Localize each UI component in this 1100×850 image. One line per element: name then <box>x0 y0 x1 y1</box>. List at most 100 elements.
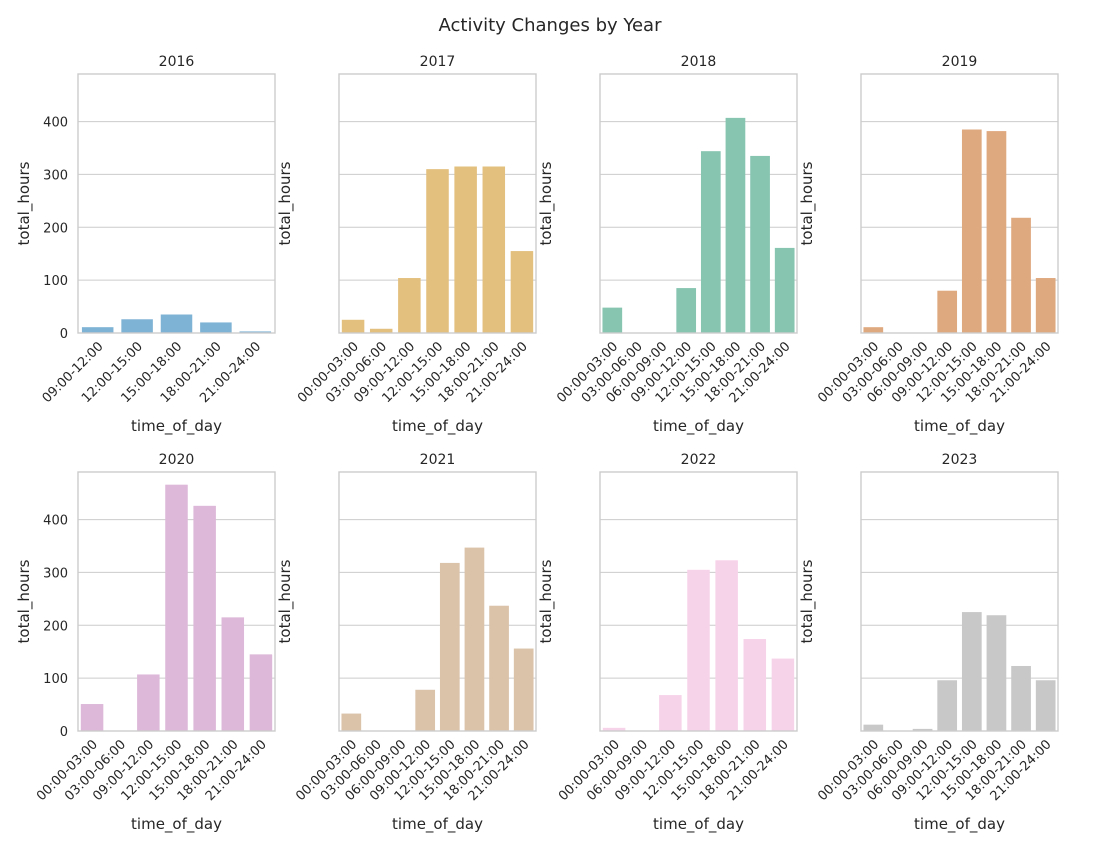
bar-15:00-18:00 <box>160 314 193 333</box>
axes-frame <box>860 73 1059 334</box>
bar-00:00-03:00 <box>341 319 365 333</box>
bar-15:00-18:00 <box>464 547 485 731</box>
axes-frame <box>77 73 276 334</box>
bar-18:00-21:00 <box>1011 217 1031 333</box>
x-axis-label: time_of_day <box>131 417 222 436</box>
bar-12:00-15:00 <box>121 319 153 333</box>
y-tick-label: 100 <box>43 274 68 289</box>
bar-09:00-12:00 <box>398 278 421 333</box>
bar-12:00-15:00 <box>961 612 982 731</box>
figure-title: Activity Changes by Year <box>439 15 663 36</box>
y-tick-label: 200 <box>43 619 68 634</box>
bar-18:00-21:00 <box>1011 665 1031 731</box>
y-axis-label: total_hours <box>537 559 556 643</box>
y-tick-label: 0 <box>60 327 68 342</box>
bar-18:00-21:00 <box>482 166 506 333</box>
subplot-title: 2023 <box>942 452 978 468</box>
bar-12:00-15:00 <box>426 169 449 333</box>
subplot-title: 2021 <box>420 452 456 468</box>
y-axis-label: total_hours <box>798 559 817 643</box>
bar-12:00-15:00 <box>700 151 721 333</box>
bar-21:00-24:00 <box>771 658 795 731</box>
y-axis-label: total_hours <box>276 161 295 245</box>
x-axis-label: time_of_day <box>653 417 744 436</box>
bar-21:00-24:00 <box>1035 680 1056 731</box>
y-tick-label: 400 <box>43 514 68 529</box>
bar-21:00-24:00 <box>239 331 272 333</box>
subplot-title: 2019 <box>942 54 978 70</box>
axes-frame <box>599 471 798 732</box>
bar-00:00-03:00 <box>863 724 884 731</box>
bar-00:00-03:00 <box>602 307 623 333</box>
bar-09:00-12:00 <box>415 689 436 731</box>
axes-frame <box>599 73 798 334</box>
subplot-title: 2020 <box>159 452 195 468</box>
bar-18:00-21:00 <box>750 155 770 333</box>
subplot-2021: 2021total_hours00:00-03:0003:00-06:0006:… <box>276 452 537 834</box>
subplot-2016: 20160100200300400total_hours09:00-12:001… <box>15 54 276 436</box>
subplot-2018: 2018total_hours00:00-03:0003:00-06:0006:… <box>537 54 798 436</box>
x-axis-label: time_of_day <box>392 815 483 834</box>
y-tick-label: 400 <box>43 116 68 131</box>
bar-00:00-03:00 <box>80 704 104 731</box>
bar-09:00-12:00 <box>937 680 958 731</box>
bar-09:00-12:00 <box>81 327 114 333</box>
axes-frame <box>338 73 537 334</box>
bar-12:00-15:00 <box>165 484 188 731</box>
bar-15:00-18:00 <box>986 615 1007 731</box>
y-axis-label: total_hours <box>798 161 817 245</box>
y-tick-label: 200 <box>43 221 68 236</box>
bar-15:00-18:00 <box>454 166 477 333</box>
bar-03:00-06:00 <box>369 328 393 333</box>
bar-00:00-03:00 <box>602 727 626 731</box>
x-axis-label: time_of_day <box>131 815 222 834</box>
subplot-grid: 20160100200300400total_hours09:00-12:001… <box>15 54 1059 834</box>
x-axis-label: time_of_day <box>653 815 744 834</box>
subplot-title: 2016 <box>159 54 195 70</box>
bar-15:00-18:00 <box>725 117 746 333</box>
subplot-2022: 2022total_hours00:00-03:0006:00-09:0009:… <box>537 452 798 834</box>
subplot-title: 2018 <box>681 54 717 70</box>
bar-15:00-18:00 <box>715 560 738 731</box>
y-tick-label: 0 <box>60 725 68 740</box>
bar-06:00-09:00 <box>912 728 933 731</box>
subplot-2023: 2023total_hours00:00-03:0003:00-06:0006:… <box>798 452 1059 834</box>
x-axis-label: time_of_day <box>914 815 1005 834</box>
bar-12:00-15:00 <box>961 129 982 333</box>
bar-12:00-15:00 <box>687 569 710 731</box>
y-tick-label: 300 <box>43 168 68 183</box>
bar-21:00-24:00 <box>1035 278 1056 333</box>
x-axis-label: time_of_day <box>914 417 1005 436</box>
bar-09:00-12:00 <box>937 290 958 333</box>
y-tick-label: 100 <box>43 672 68 687</box>
subplot-2020: 20200100200300400total_hours00:00-03:000… <box>15 452 276 834</box>
subplot-title: 2017 <box>420 54 456 70</box>
y-axis-label: total_hours <box>15 559 34 643</box>
bar-00:00-03:00 <box>341 713 362 731</box>
bar-15:00-18:00 <box>986 131 1007 333</box>
y-tick-label: 300 <box>43 566 68 581</box>
y-axis-label: total_hours <box>15 161 34 245</box>
bar-21:00-24:00 <box>510 251 534 333</box>
axes-frame <box>860 471 1059 732</box>
bar-09:00-12:00 <box>137 674 160 731</box>
bar-09:00-12:00 <box>676 288 697 333</box>
bar-18:00-21:00 <box>221 617 245 731</box>
bar-18:00-21:00 <box>200 322 232 333</box>
y-axis-label: total_hours <box>537 161 556 245</box>
subplot-2019: 2019total_hours00:00-03:0003:00-06:0006:… <box>798 54 1059 436</box>
bar-21:00-24:00 <box>249 654 273 731</box>
bar-21:00-24:00 <box>513 648 534 731</box>
x-axis-label: time_of_day <box>392 417 483 436</box>
bar-12:00-15:00 <box>439 562 460 731</box>
bar-21:00-24:00 <box>774 247 795 333</box>
subplot-title: 2022 <box>681 452 717 468</box>
y-axis-label: total_hours <box>276 559 295 643</box>
bar-15:00-18:00 <box>193 505 216 731</box>
bar-09:00-12:00 <box>659 695 682 731</box>
bar-00:00-03:00 <box>863 327 884 333</box>
bar-18:00-21:00 <box>743 639 767 731</box>
subplot-2017: 2017total_hours00:00-03:0003:00-06:0009:… <box>276 54 537 436</box>
axes-frame <box>338 471 537 732</box>
